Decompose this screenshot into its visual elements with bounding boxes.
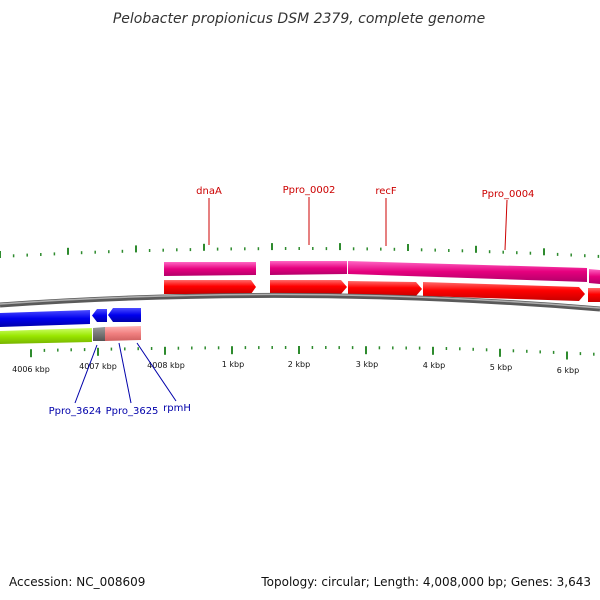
- gene-label-recF[interactable]: recF: [375, 186, 397, 197]
- tick-label: 6 kbp: [557, 366, 579, 375]
- gene-feature-ppro-3624[interactable]: [0, 328, 92, 344]
- gene-feature-rpmH[interactable]: [105, 326, 141, 341]
- tick-label: 2 kbp: [288, 360, 310, 369]
- tick-row-bottom: [30, 346, 595, 360]
- reverse-gene-track: [0, 326, 141, 344]
- leader-line: [74, 344, 98, 404]
- tick-label: 5 kbp: [490, 363, 512, 372]
- cds-arrow-next[interactable]: [588, 288, 600, 302]
- forward-gene-labels: dnaA Ppro_0002 recF Ppro_0004: [196, 185, 535, 251]
- genome-backbone-highlight: [0, 293, 600, 309]
- tick-row-top: [0, 243, 600, 258]
- tick-label: 4006 kbp: [12, 365, 50, 374]
- cds-arrow-rpmH[interactable]: [108, 308, 141, 322]
- tick-label: 1 kbp: [222, 360, 244, 369]
- gene-feature-next[interactable]: [589, 269, 600, 284]
- gene-label-ppro-0004[interactable]: Ppro_0004: [482, 189, 535, 200]
- reverse-cds-track: [0, 308, 141, 327]
- gene-feature-ppro-3625[interactable]: [93, 327, 105, 341]
- cds-arrow-ppro-0004[interactable]: [423, 282, 585, 301]
- tick-label: 3 kbp: [356, 360, 378, 369]
- genome-backbone: [0, 292, 600, 312]
- tick-label: 4008 kbp: [147, 361, 185, 370]
- genome-summary: Topology: circular; Length: 4,008,000 bp…: [260, 575, 591, 589]
- reverse-gene-labels: Ppro_3624 Ppro_3625 rpmH: [49, 342, 191, 417]
- gene-label-ppro-3624[interactable]: Ppro_3624: [49, 406, 102, 417]
- gene-label-ppro-3625[interactable]: Ppro_3625: [106, 406, 159, 417]
- gene-label-rpmH[interactable]: rpmH: [163, 403, 191, 414]
- gene-label-dnaA[interactable]: dnaA: [196, 186, 222, 197]
- leader-line: [136, 342, 177, 402]
- forward-gene-track: [164, 261, 600, 284]
- gene-feature-ppro-0002[interactable]: [270, 261, 347, 275]
- cds-arrow-ppro-3625[interactable]: [92, 309, 107, 322]
- cds-arrow-dnaA[interactable]: [164, 280, 256, 294]
- tick-label: 4 kbp: [423, 361, 445, 370]
- gene-label-ppro-0002[interactable]: Ppro_0002: [283, 185, 336, 196]
- leader-line: [118, 342, 132, 404]
- cds-arrow-ppro-3624[interactable]: [0, 310, 90, 327]
- cds-arrow-recF[interactable]: [348, 281, 422, 296]
- cds-arrow-ppro-0002[interactable]: [270, 280, 347, 294]
- gene-feature-dnaA[interactable]: [164, 262, 256, 276]
- gene-feature-recF-ppro-0004[interactable]: [348, 261, 587, 282]
- accession-label: Accession: NC_008609: [9, 575, 145, 589]
- tick-label: 4007 kbp: [79, 362, 117, 371]
- forward-cds-track: [164, 280, 600, 302]
- leader-line: [504, 199, 508, 251]
- map-title: Pelobacter propionicus DSM 2379, complet…: [113, 11, 485, 27]
- tick-labels: 4006 kbp 4007 kbp 4008 kbp 1 kbp 2 kbp 3…: [12, 360, 579, 375]
